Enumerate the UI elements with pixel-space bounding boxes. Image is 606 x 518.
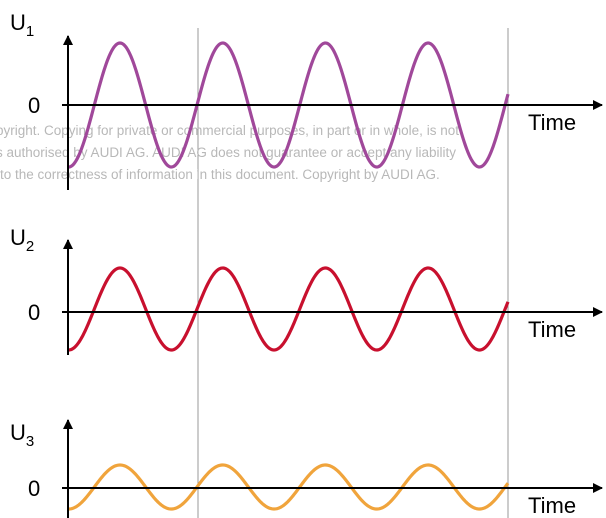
axis-label-main: U	[10, 420, 26, 445]
time-label: Time	[528, 317, 576, 342]
watermark-line: s authorised by AUDI AG. AUDI AG does no…	[0, 145, 456, 160]
zero-label: 0	[28, 93, 40, 118]
wave	[67, 41, 510, 169]
zero-label: 0	[28, 476, 40, 501]
axis-label-main: U	[10, 10, 26, 35]
axis-label: U3	[10, 420, 34, 450]
axis-label-subscript: 2	[26, 238, 34, 255]
axis-label: U1	[10, 10, 34, 40]
axis-label: U2	[10, 225, 34, 255]
watermark-line: to the correctness of information in thi…	[0, 167, 440, 182]
zero-label: 0	[28, 300, 40, 325]
time-label: Time	[528, 493, 576, 518]
wave	[67, 266, 510, 352]
axis-label-subscript: 3	[26, 433, 34, 450]
watermark-line: pyright. Copying for private or commerci…	[0, 123, 459, 138]
wave	[67, 463, 510, 511]
axis-label-subscript: 1	[26, 23, 34, 40]
time-label: Time	[528, 110, 576, 135]
axis-label-main: U	[10, 225, 26, 250]
